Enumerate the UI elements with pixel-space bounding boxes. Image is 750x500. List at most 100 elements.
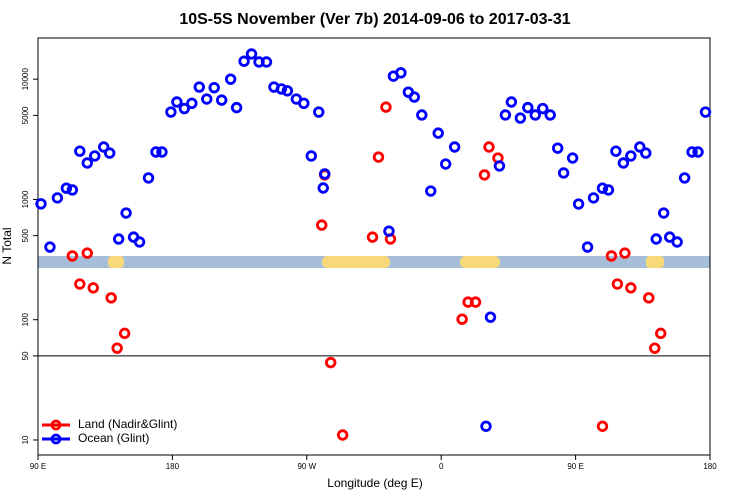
point (557, 167, 570, 179)
point (416, 109, 428, 121)
point (208, 81, 220, 94)
point (439, 158, 452, 170)
point (317, 182, 329, 194)
x-axis-label: Longitude (deg E) (327, 476, 422, 490)
point (581, 241, 594, 253)
point (663, 231, 676, 243)
point (625, 282, 637, 294)
chart-title: 10S-5S November (Ver 7b) 2014-09-06 to 2… (179, 11, 570, 28)
y-tick-label: 1000 (21, 190, 30, 208)
point (602, 184, 615, 196)
point (120, 207, 132, 219)
x-tick-label: 90 E (30, 462, 46, 471)
point (111, 342, 123, 354)
x-tick-label: 180 (166, 462, 180, 471)
point (484, 311, 497, 323)
y-axis-label: N Total (0, 227, 14, 264)
point (650, 233, 662, 245)
point (66, 250, 79, 262)
point (469, 296, 482, 308)
point (51, 192, 64, 204)
point (60, 182, 73, 194)
point (480, 420, 492, 432)
point (103, 147, 116, 159)
legend-marker (50, 419, 62, 431)
point (215, 94, 228, 106)
y-tick-label: 50 (21, 351, 30, 360)
point (551, 142, 564, 154)
point (658, 207, 670, 219)
point (165, 106, 177, 118)
point (133, 236, 146, 248)
point (478, 169, 491, 181)
point (44, 241, 56, 253)
point (596, 182, 609, 194)
point (366, 231, 379, 243)
point (499, 109, 512, 121)
point (150, 146, 162, 158)
point (171, 96, 183, 108)
point (305, 150, 317, 162)
y-tick-label: 10 (21, 435, 30, 444)
point (81, 157, 93, 169)
point (640, 147, 652, 159)
point (316, 219, 328, 231)
point (35, 198, 47, 210)
point (275, 83, 288, 95)
point (456, 313, 468, 325)
point (625, 150, 637, 162)
point (514, 112, 527, 124)
point (313, 106, 325, 118)
point (319, 168, 331, 180)
point (395, 67, 407, 79)
point (643, 292, 655, 304)
point (156, 146, 168, 158)
point (432, 127, 444, 139)
point (74, 145, 86, 157)
point (611, 278, 624, 290)
point (619, 247, 631, 259)
point (260, 56, 273, 68)
point (408, 91, 421, 103)
point (230, 101, 243, 114)
point (605, 250, 618, 262)
point (336, 429, 349, 441)
point (74, 278, 86, 290)
point (281, 85, 294, 97)
point (699, 106, 712, 118)
point (66, 184, 79, 196)
point (142, 172, 155, 184)
point (617, 157, 630, 169)
x-tick-label: 90 W (297, 462, 316, 471)
point (448, 141, 461, 153)
plot-frame (37, 37, 711, 456)
point (238, 55, 250, 67)
point (671, 236, 683, 248)
x-tick-label: 90 E (567, 462, 583, 471)
point (118, 327, 131, 340)
point (649, 342, 661, 354)
y-tick-label: 100 (21, 312, 30, 326)
point (98, 141, 110, 153)
point (537, 102, 549, 115)
point (505, 96, 518, 108)
legend-marker (50, 433, 62, 445)
x-tick-label: 0 (439, 462, 444, 471)
point (686, 146, 698, 158)
point (105, 292, 117, 304)
point (425, 185, 437, 197)
point (324, 356, 337, 369)
point (678, 172, 691, 184)
point (245, 48, 258, 60)
point (572, 198, 585, 210)
point (634, 141, 646, 153)
point (544, 109, 556, 121)
point (566, 152, 579, 164)
point (610, 145, 622, 157)
point (522, 101, 534, 114)
point (529, 109, 541, 121)
point (193, 81, 205, 93)
point (380, 101, 392, 113)
point (372, 151, 385, 163)
